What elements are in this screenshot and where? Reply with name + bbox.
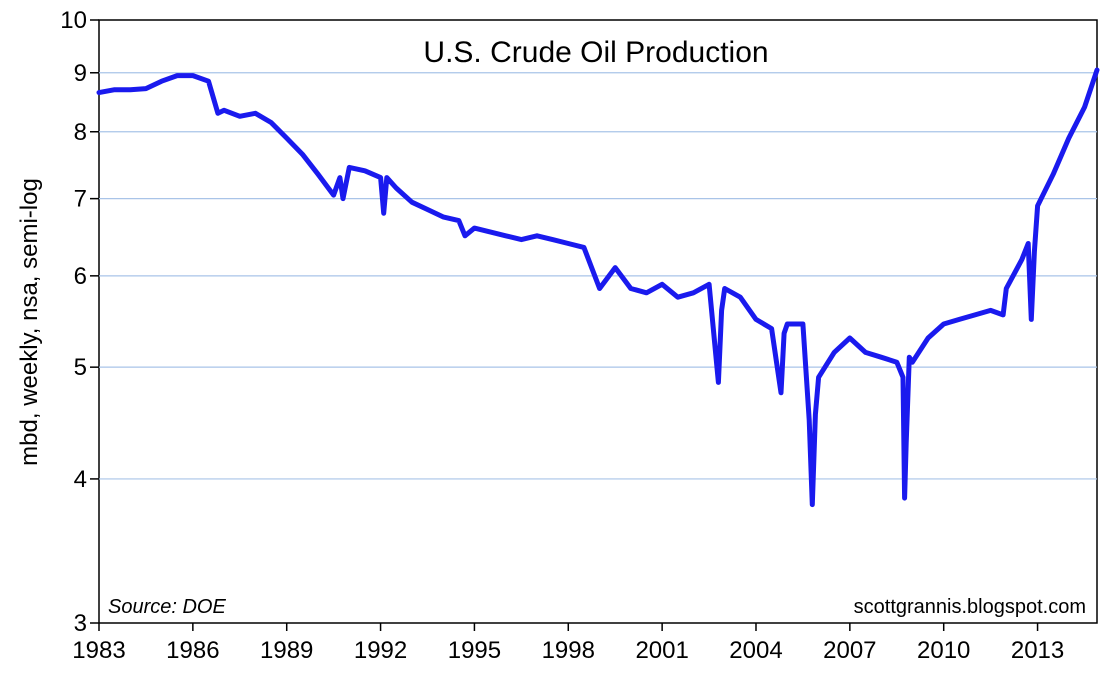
x-axis: 1983 1986 1989 1992 1995 1998 2001 2004 2007 2010…	[72, 623, 1064, 664]
x-tick-label: 2004	[729, 637, 782, 664]
x-tick-label: 1995	[448, 637, 501, 664]
gridlines	[99, 72, 1097, 480]
y-tick-label: 6	[74, 263, 87, 290]
chart-title: U.S. Crude Oil Production	[423, 36, 768, 69]
x-tick-label: 2007	[823, 637, 876, 664]
x-tick-label: 2010	[917, 637, 970, 664]
source-note: Source: DOE	[108, 596, 226, 618]
y-axis: 3 4 5 6 7 8 9 10	[60, 7, 99, 637]
x-tick-label: 1992	[354, 637, 407, 664]
x-tick-label: 1998	[542, 637, 595, 664]
x-tick-label: 1986	[166, 637, 219, 664]
y-tick-label: 3	[74, 610, 87, 637]
y-tick-label: 10	[60, 7, 87, 34]
series-line	[96, 67, 1100, 508]
y-tick-label: 9	[74, 60, 87, 87]
x-tick-label: 1983	[72, 637, 125, 664]
y-tick-label: 7	[74, 186, 87, 213]
y-tick-label: 5	[74, 354, 87, 381]
x-tick-label: 2013	[1011, 637, 1064, 664]
watermark: scottgrannis.blogspot.com	[854, 596, 1086, 618]
x-tick-label: 1989	[260, 637, 313, 664]
x-tick-label: 2001	[635, 637, 688, 664]
y-axis-label: mbd, weekly, nsa, semi-log	[16, 178, 43, 466]
y-tick-label: 4	[74, 466, 87, 493]
y-tick-label: 8	[74, 119, 87, 146]
